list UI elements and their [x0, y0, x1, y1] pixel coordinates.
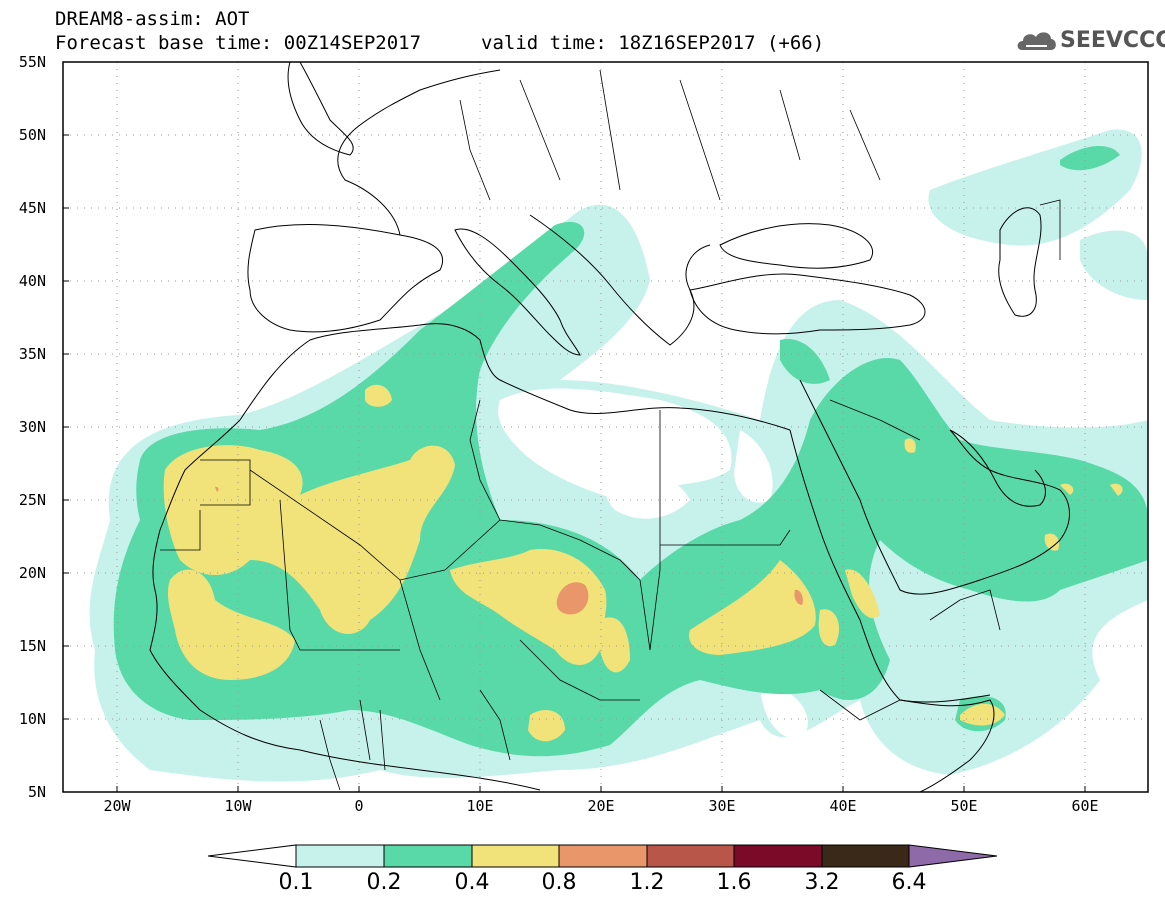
- lat-label: 15N: [18, 637, 46, 655]
- aot-level-0.8: [215, 486, 803, 615]
- lon-label: 40E: [829, 797, 857, 815]
- lon-label: 30E: [708, 797, 736, 815]
- lon-label: 0: [354, 797, 364, 815]
- lat-label: 45N: [18, 199, 46, 217]
- colorbar-label: 1.2: [629, 870, 665, 895]
- seevccc-logo-text: SEEVCCC: [1060, 28, 1165, 53]
- colorbar-label: 6.4: [891, 870, 927, 895]
- lon-label: 20W: [103, 797, 131, 815]
- colorbar-over-arrow: [908, 844, 998, 868]
- colorbar-swatch-6: [733, 844, 823, 868]
- colorbar-label: 1.6: [716, 870, 752, 895]
- map-title: DREAM8-assim: AOT: [55, 8, 250, 30]
- country-borders: [160, 69, 1061, 791]
- colorbar-swatch-7: [821, 844, 910, 868]
- colorbar-swatch-2: [383, 844, 473, 868]
- lon-label: 20E: [587, 797, 615, 815]
- lat-label: 40N: [18, 272, 46, 290]
- lat-label: 55N: [18, 53, 46, 71]
- lat-label: 35N: [18, 345, 46, 363]
- colorbar-label: 0.1: [278, 870, 314, 895]
- lon-label: 60E: [1071, 797, 1099, 815]
- graticule: [63, 62, 1148, 792]
- colorbar-label: 0.2: [366, 870, 402, 895]
- axis-ticks: [63, 134, 1086, 792]
- lon-label: 10W: [224, 797, 252, 815]
- lon-label: 10E: [466, 797, 494, 815]
- valid-time: valid time: 18Z16SEP2017 (+66): [481, 32, 825, 54]
- lat-label: 10N: [18, 710, 46, 728]
- colorbar-swatch-1: [295, 844, 385, 868]
- colorbar-label: 3.2: [804, 870, 840, 895]
- map-field: [63, 62, 1148, 792]
- colorbar-swatch-5: [646, 844, 735, 868]
- coastlines: [149, 62, 1070, 792]
- colorbar-under-arrow: [207, 844, 297, 868]
- lat-label: 5N: [27, 783, 46, 801]
- lat-label: 30N: [18, 418, 46, 436]
- lat-label: 25N: [18, 491, 46, 509]
- lat-label: 50N: [18, 126, 46, 144]
- aot-level-0.4: [163, 384, 1123, 742]
- lon-label: 50E: [950, 797, 978, 815]
- colorbar-swatch-4: [558, 844, 648, 868]
- colorbar: [207, 844, 998, 868]
- colorbar-swatch-3: [471, 844, 560, 868]
- colorbar-label: 0.4: [454, 870, 490, 895]
- forecast-base-time: Forecast base time: 00Z14SEP2017: [55, 32, 422, 54]
- lat-label: 20N: [18, 564, 46, 582]
- cloud-logo-icon: [1017, 32, 1056, 50]
- colorbar-label: 0.8: [541, 870, 577, 895]
